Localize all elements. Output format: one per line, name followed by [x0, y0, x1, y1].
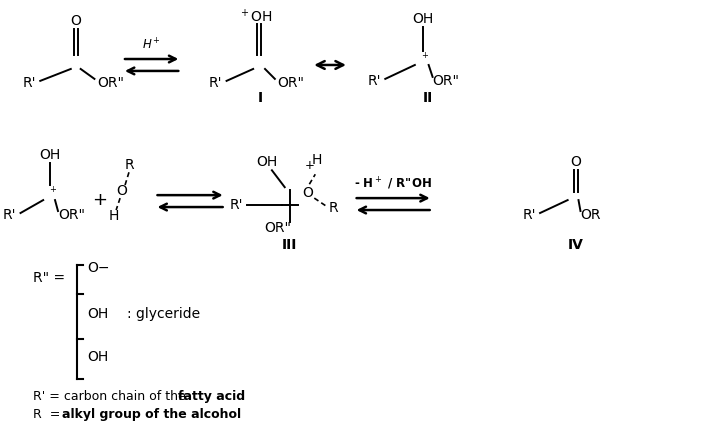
- Text: R  =: R =: [33, 408, 65, 421]
- Text: O: O: [70, 14, 81, 28]
- Text: OR": OR": [97, 76, 124, 90]
- Text: OH: OH: [87, 350, 109, 364]
- Text: III: III: [282, 238, 297, 252]
- Text: R': R': [523, 208, 536, 222]
- Text: +: +: [304, 159, 314, 172]
- Text: R: R: [329, 201, 338, 215]
- Text: H: H: [109, 209, 119, 223]
- Text: OR": OR": [58, 208, 85, 222]
- Text: O: O: [302, 186, 313, 200]
- Text: OR": OR": [264, 221, 292, 235]
- Text: R': R': [209, 76, 223, 90]
- Text: OR": OR": [277, 76, 304, 90]
- Text: IV: IV: [567, 238, 584, 252]
- Text: alkyl group of the alcohol: alkyl group of the alcohol: [62, 408, 241, 421]
- Text: OH: OH: [257, 155, 277, 169]
- Text: R: R: [124, 158, 134, 172]
- Text: R': R': [230, 198, 243, 212]
- Text: fatty acid: fatty acid: [178, 390, 245, 403]
- Text: OH: OH: [40, 148, 60, 163]
- Text: I: I: [257, 91, 262, 105]
- Text: OH: OH: [412, 12, 434, 26]
- Text: H: H: [312, 154, 323, 167]
- Text: R': R': [368, 74, 381, 88]
- Text: $^+$: $^+$: [419, 52, 429, 64]
- Text: R': R': [3, 208, 16, 222]
- Text: OR: OR: [580, 208, 601, 222]
- Text: OR": OR": [432, 74, 459, 88]
- Text: $^+$OH: $^+$OH: [238, 8, 272, 25]
- Text: : glyceride: : glyceride: [127, 307, 200, 321]
- Text: II: II: [422, 91, 433, 105]
- Text: R" =: R" =: [33, 270, 65, 285]
- Text: R' = carbon chain of the: R' = carbon chain of the: [33, 390, 190, 403]
- Text: R': R': [23, 76, 36, 90]
- Text: O−: O−: [87, 261, 110, 275]
- Text: H$^+$: H$^+$: [142, 37, 161, 53]
- Text: - H$^+$ / R"OH: - H$^+$ / R"OH: [354, 176, 432, 192]
- Text: OH: OH: [87, 307, 109, 321]
- Text: $^+$: $^+$: [48, 186, 58, 199]
- Text: +: +: [92, 191, 107, 209]
- Text: O: O: [570, 155, 581, 169]
- Text: O: O: [117, 184, 127, 198]
